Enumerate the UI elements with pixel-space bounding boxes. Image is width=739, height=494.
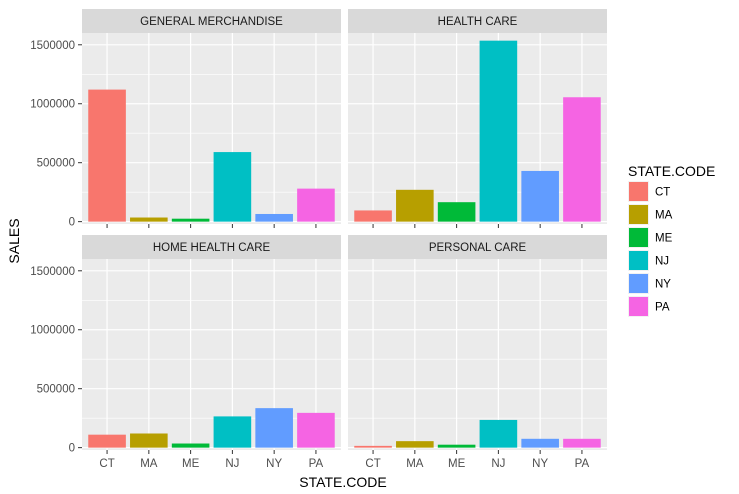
bar-health-care-ct — [354, 210, 392, 222]
y-tick-label: 500000 — [37, 158, 75, 170]
bar-personal-care-ny — [521, 438, 559, 448]
legend-swatch-ny — [629, 274, 648, 293]
bar-home-health-care-ny — [255, 408, 293, 448]
facet-strip-label-home-health-care: HOME HEALTH CARE — [153, 242, 271, 254]
bar-health-care-nj — [479, 40, 518, 222]
legend-swatch-ct — [629, 182, 648, 201]
bar-general-merchandise-nj — [213, 152, 252, 222]
x-tick-label: ME — [182, 458, 200, 470]
bar-general-merchandise-ny — [255, 213, 293, 222]
facet-strip-general-merchandise — [82, 9, 341, 33]
facet-strip-home-health-care — [82, 235, 341, 259]
facet-strip-health-care — [348, 9, 607, 33]
x-tick-label: ME — [448, 458, 466, 470]
bar-health-care-me — [437, 202, 476, 222]
legend-label-me: ME — [655, 233, 673, 245]
bar-personal-care-nj — [479, 419, 518, 448]
bar-general-merchandise-me — [171, 218, 210, 222]
y-tick-label: 1500000 — [30, 40, 75, 52]
y-tick-label: 1500000 — [30, 266, 75, 278]
legend-swatch-nj — [629, 251, 648, 270]
facet-strip-label-personal-care: PERSONAL CARE — [429, 242, 527, 254]
bar-health-care-ma — [396, 189, 434, 222]
bar-personal-care-pa — [563, 438, 601, 448]
legend-swatch-ma — [629, 205, 648, 224]
bar-home-health-care-nj — [213, 416, 252, 448]
bar-home-health-care-me — [171, 443, 210, 448]
bar-general-merchandise-ma — [130, 217, 168, 222]
bar-health-care-pa — [563, 97, 601, 222]
bar-general-merchandise-pa — [297, 188, 335, 222]
y-tick-label: 1000000 — [30, 325, 75, 337]
y-tick-label: 500000 — [37, 384, 75, 396]
bar-home-health-care-pa — [297, 412, 335, 448]
y-axis-title: SALES — [6, 218, 22, 263]
legend-label-nj: NJ — [655, 256, 669, 268]
legend-label-ct: CT — [655, 187, 670, 199]
x-tick-label: MA — [406, 458, 424, 470]
x-tick-label: PA — [309, 458, 324, 470]
y-tick-label: 1000000 — [30, 99, 75, 111]
bar-health-care-ny — [521, 170, 559, 222]
bar-home-health-care-ma — [130, 433, 168, 448]
x-tick-label: MA — [140, 458, 158, 470]
legend-label-pa: PA — [655, 302, 670, 314]
facet-strip-label-health-care: HEALTH CARE — [438, 16, 518, 28]
legend-title: STATE.CODE — [628, 163, 715, 179]
facet-strip-personal-care — [348, 235, 607, 259]
bar-personal-care-me — [437, 444, 476, 448]
bar-personal-care-ma — [396, 441, 434, 448]
legend-label-ma: MA — [655, 210, 673, 222]
x-tick-label: CT — [99, 458, 114, 470]
x-tick-label: NJ — [225, 458, 239, 470]
x-tick-label: NY — [532, 458, 548, 470]
panel-background-personal-care — [348, 259, 607, 450]
x-tick-label: PA — [575, 458, 590, 470]
bar-home-health-care-ct — [88, 434, 126, 448]
x-tick-label: CT — [365, 458, 380, 470]
x-tick-label: NY — [266, 458, 282, 470]
legend-label-ny: NY — [655, 279, 671, 291]
bar-general-merchandise-ct — [88, 89, 126, 222]
legend-swatch-pa — [629, 297, 648, 316]
y-tick-label: 0 — [69, 217, 75, 229]
x-tick-label: NJ — [491, 458, 505, 470]
facet-strip-label-general-merchandise: GENERAL MERCHANDISE — [140, 16, 283, 28]
x-axis-title: STATE.CODE — [299, 474, 386, 490]
y-tick-label: 0 — [69, 443, 75, 455]
bar-personal-care-ct — [354, 445, 392, 448]
legend-swatch-me — [629, 228, 648, 247]
